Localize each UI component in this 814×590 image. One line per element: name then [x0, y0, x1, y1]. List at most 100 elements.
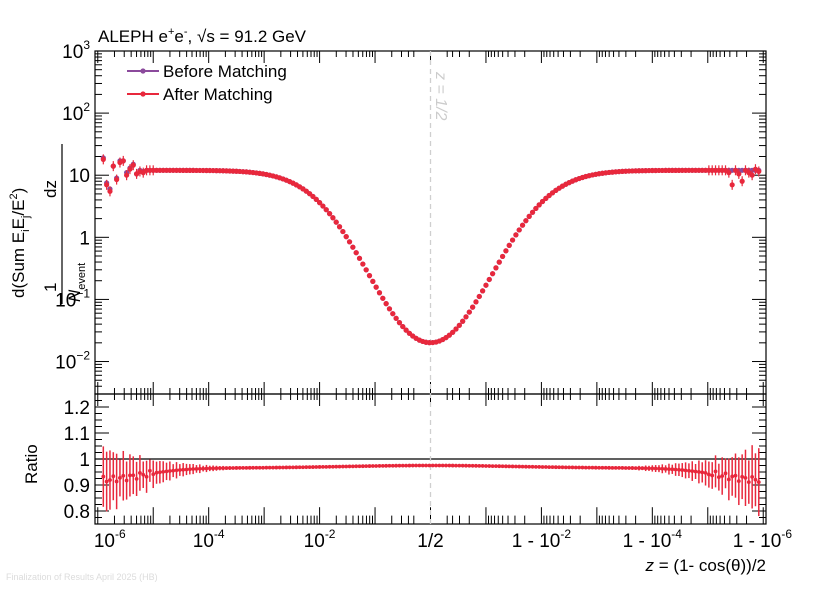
after-matching-point: [130, 162, 136, 168]
ratio-point: [114, 479, 119, 484]
ratio-point: [390, 463, 395, 468]
after-matching-point: [356, 255, 363, 261]
after-matching-point: [749, 172, 755, 178]
after-matching-point: [107, 188, 113, 194]
ratio-point: [553, 465, 558, 470]
after-matching-point: [526, 213, 532, 219]
ratio-point: [167, 469, 172, 473]
after-matching-point: [509, 237, 516, 243]
ratio-point: [464, 463, 468, 468]
ratio-point: [400, 463, 405, 468]
ratio-point: [271, 465, 275, 470]
after-matching-point: [732, 167, 739, 173]
top-y-axis-title: d(Sum EiEj/E2) dz 1 Nevent: [8, 144, 88, 304]
ratio-point: [151, 472, 156, 477]
ratio-point: [680, 468, 685, 472]
ratio-point: [148, 468, 152, 473]
ratio-point: [716, 475, 721, 480]
ratio-y-axis-title: Ratio: [22, 444, 41, 484]
ratio-y-tick-label: 1: [79, 450, 90, 471]
ratio-point: [657, 466, 661, 471]
after-matching-point: [120, 158, 126, 164]
ratio-point: [746, 480, 751, 485]
ratio-point: [613, 465, 618, 470]
after-matching-point: [513, 232, 519, 238]
ratio-point: [623, 466, 628, 470]
after-matching-point: [316, 200, 323, 206]
ratio-point: [187, 467, 192, 472]
ratio-point: [530, 464, 535, 469]
ratio-point: [593, 465, 598, 470]
ratio-point: [274, 465, 279, 470]
ratio-point: [134, 477, 139, 481]
x-tick-labels: 10-6 10-4 10-2 1/2 1 - 10-2 1 - 10-4 1 - 10-6: [94, 527, 792, 552]
chart-title: ALEPH e+e-, √s = 91.2 GeV: [98, 26, 307, 46]
ratio-points: [101, 445, 761, 517]
after-matching-point: [519, 222, 526, 228]
after-matching-point: [336, 224, 343, 230]
ratio-point: [706, 472, 711, 477]
ratio-point: [138, 471, 142, 475]
after-matching-point: [453, 326, 459, 332]
ratio-point: [587, 465, 591, 470]
ratio-point: [217, 466, 222, 471]
ratio-point: [736, 479, 741, 484]
ratio-point: [191, 467, 196, 471]
x-tick-label: 10-2: [304, 527, 336, 552]
ratio-point: [683, 468, 688, 473]
after-matching-point: [380, 295, 386, 301]
ratio-point: [500, 464, 505, 469]
legend-label-before: Before Matching: [163, 62, 287, 81]
ratio-point: [350, 464, 355, 469]
bottom-y-tick-labels: 0.8 0.9 1 1.1 1.2: [64, 398, 90, 523]
ratio-point: [507, 464, 512, 469]
top-panel-ticks: [95, 50, 766, 395]
after-matching-point: [320, 203, 326, 209]
after-matching-point: [739, 178, 745, 184]
after-matching-point: [483, 282, 489, 288]
ratio-point: [726, 477, 731, 482]
ratio-point: [277, 465, 282, 470]
after-matching-point: [366, 273, 373, 279]
after-matching-point: [499, 253, 506, 260]
ratio-point: [410, 463, 415, 468]
ratio-point: [563, 465, 568, 470]
after-matching-point: [313, 196, 319, 203]
after-matching-point: [523, 218, 529, 224]
after-matching-point: [340, 228, 346, 235]
after-matching-point: [460, 318, 466, 324]
ratio-point: [577, 465, 582, 470]
after-matching-point: [480, 288, 486, 294]
ratio-point: [370, 464, 375, 468]
ylabel-numerator: 1: [41, 283, 60, 292]
ratio-point: [404, 463, 408, 468]
after-matching-point: [383, 301, 389, 307]
ratio-point: [497, 464, 502, 469]
ratio-point: [124, 478, 129, 483]
ratio-point: [610, 465, 615, 470]
y-tick-label: 1: [79, 228, 90, 249]
ratio-point: [753, 477, 758, 482]
ratio-point: [354, 464, 359, 469]
ratio-point: [543, 465, 548, 469]
ratio-point: [677, 467, 681, 472]
ratio-point: [607, 465, 611, 470]
ratio-point: [550, 465, 555, 470]
ratio-point: [690, 469, 695, 473]
ratio-point: [560, 465, 565, 470]
ratio-point: [157, 470, 162, 475]
ratio-point: [647, 466, 651, 471]
ratio-point: [244, 465, 249, 470]
ratio-point: [617, 466, 621, 470]
ratio-point: [317, 465, 322, 469]
legend: Before Matching After Matching: [127, 62, 287, 104]
ratio-point: [261, 465, 265, 470]
ratio-point: [527, 464, 532, 469]
ratio-point: [630, 466, 635, 470]
ratio-point: [387, 463, 392, 468]
ratio-point: [470, 463, 475, 468]
ratio-point: [730, 474, 735, 479]
ratio-point: [291, 465, 295, 470]
x-tick-label: 1 - 10-4: [623, 527, 683, 552]
ratio-point: [424, 463, 428, 468]
